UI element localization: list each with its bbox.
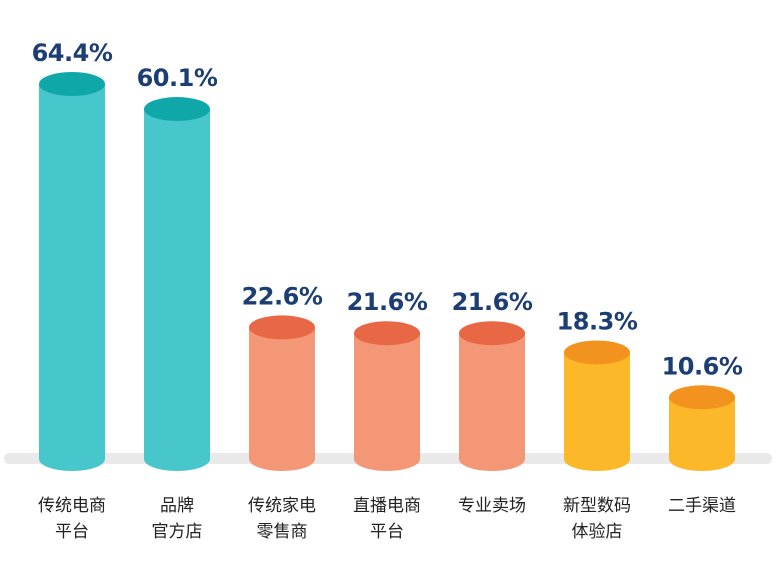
value-label: 22.6% — [242, 282, 323, 310]
bar-6 — [564, 340, 630, 471]
bar-2 — [144, 97, 210, 471]
bar-top-cap — [39, 72, 105, 96]
category-label: 传统家电 — [248, 496, 316, 516]
bar-7 — [669, 385, 735, 471]
bar-4 — [354, 321, 420, 471]
bars-group — [39, 72, 735, 471]
category-label: 品牌 — [160, 496, 194, 516]
bar-body — [669, 397, 735, 471]
bar-1 — [39, 72, 105, 471]
value-label: 18.3% — [557, 307, 638, 335]
bar-body — [144, 109, 210, 471]
bar-top-cap — [669, 385, 735, 410]
category-label: 传统电商 — [38, 496, 106, 516]
bar-top-cap — [249, 315, 315, 340]
category-label: 专业卖场 — [458, 496, 526, 516]
category-label: 体验店 — [572, 522, 623, 542]
value-label: 21.6% — [452, 288, 533, 316]
value-label: 21.6% — [347, 288, 428, 316]
category-label: 平台 — [55, 522, 89, 542]
value-label: 10.6% — [662, 352, 743, 380]
bar-body — [39, 84, 105, 471]
bar-5 — [459, 321, 525, 471]
category-label: 直播电商 — [353, 496, 421, 516]
value-label: 60.1% — [137, 64, 218, 92]
category-label: 新型数码 — [563, 496, 631, 516]
bar-3 — [249, 315, 315, 471]
category-label: 官方店 — [152, 522, 203, 542]
category-label: 平台 — [370, 522, 404, 542]
bar-body — [249, 327, 315, 471]
bar-top-cap — [564, 340, 630, 365]
bar-top-cap — [144, 97, 210, 122]
value-label: 64.4% — [32, 39, 113, 67]
category-label: 零售商 — [257, 522, 308, 542]
bar-top-cap — [354, 321, 420, 346]
bar-body — [354, 333, 420, 471]
bar-body — [564, 352, 630, 471]
category-label: 二手渠道 — [668, 496, 736, 516]
bar-body — [459, 333, 525, 471]
value-labels-group: 64.4% 60.1% 22.6% 21.6% 21.6% 18.3% 10.6% — [32, 39, 744, 380]
bar-top-cap — [459, 321, 525, 346]
